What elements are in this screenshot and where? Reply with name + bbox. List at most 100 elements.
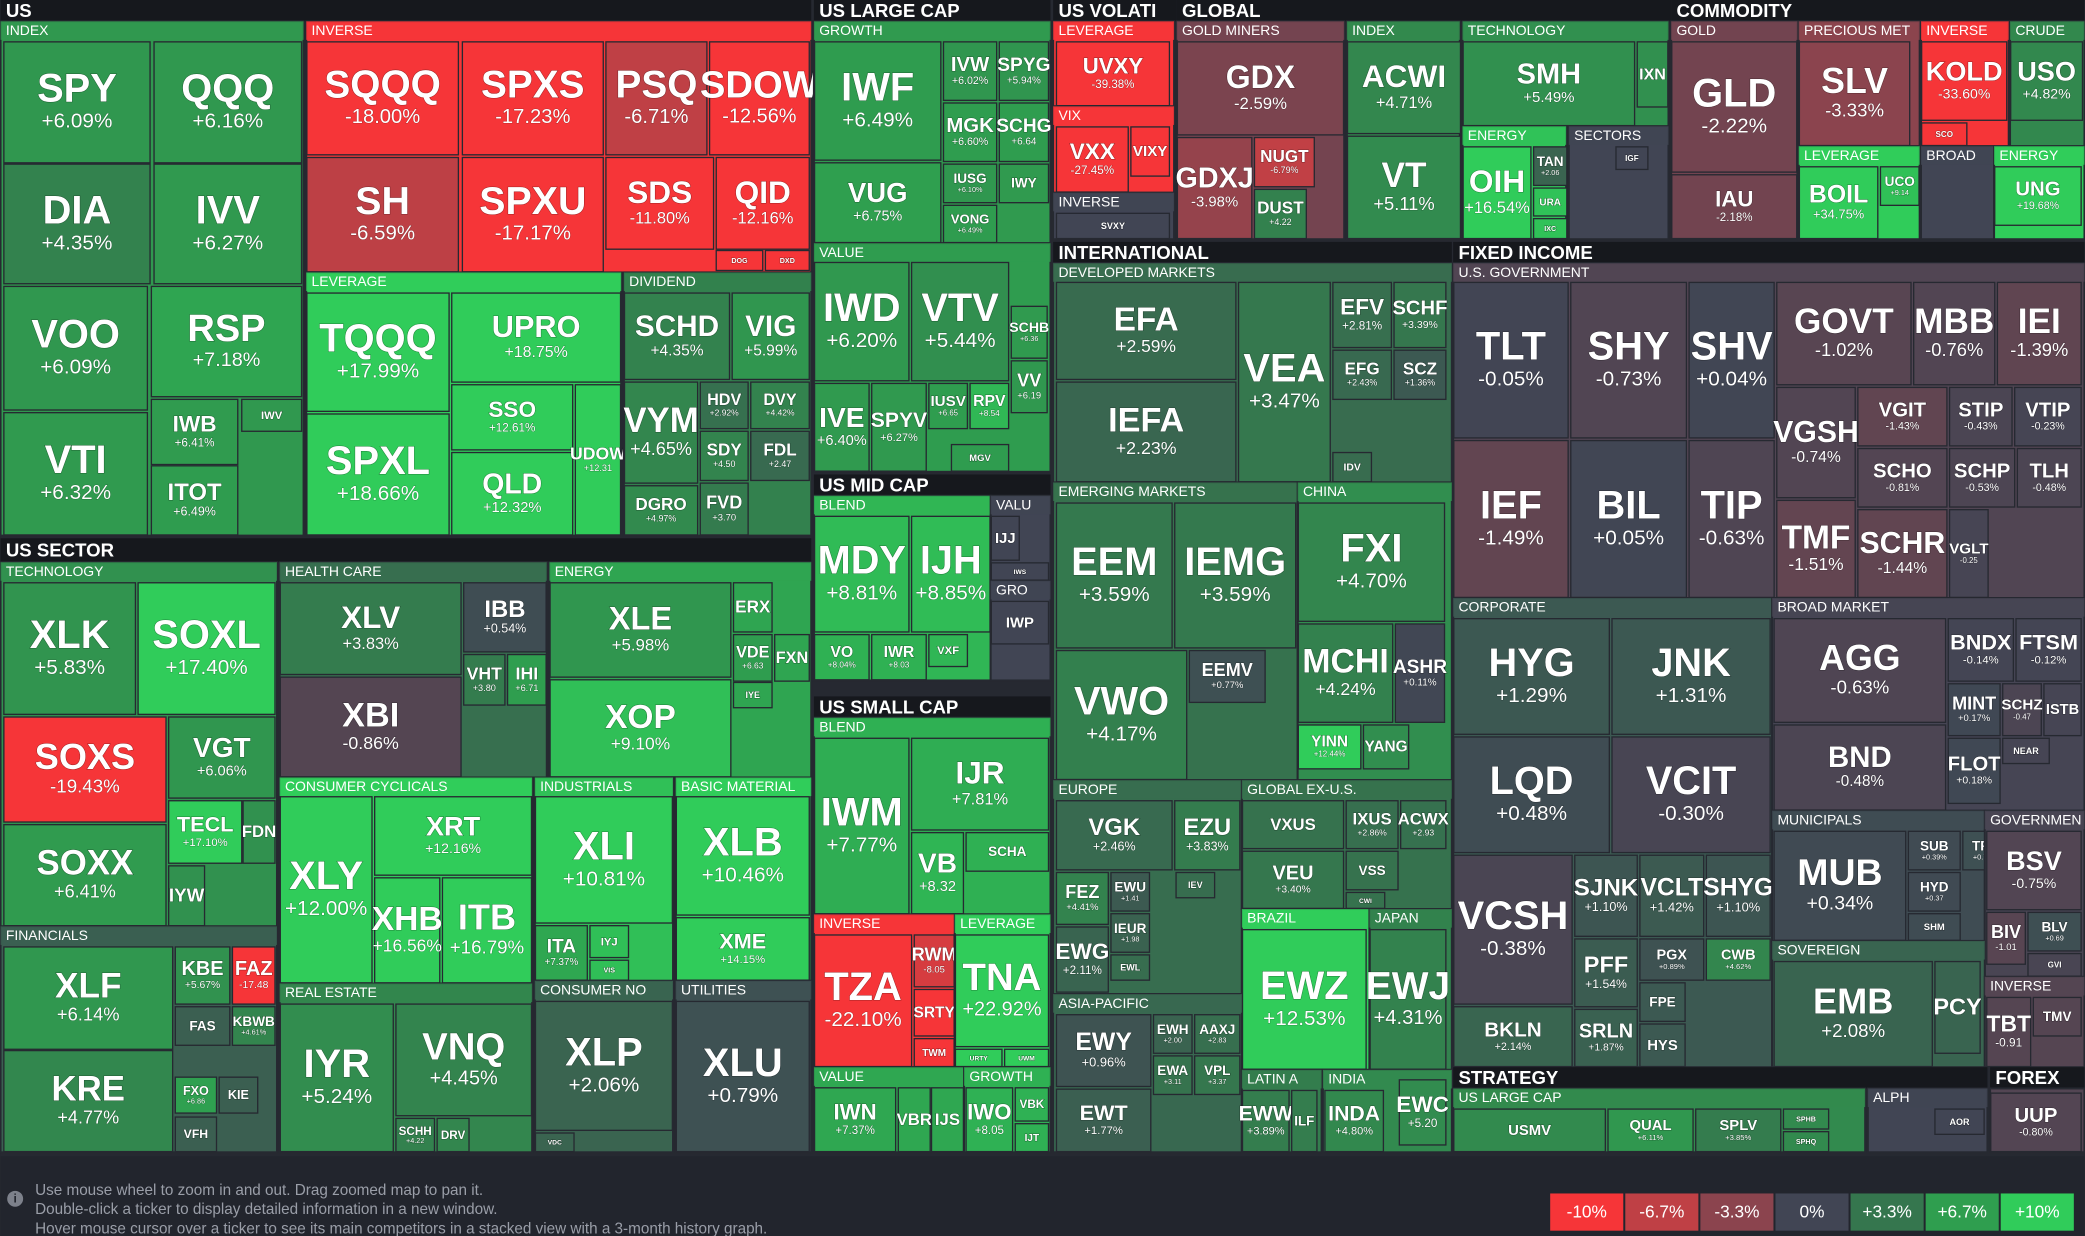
ticker-tile[interactable] [675,917,810,981]
ticker-tile[interactable] [1453,736,1610,854]
ticker-tile[interactable] [813,261,910,382]
ticker-tile[interactable] [174,1076,218,1114]
ticker-tile[interactable] [574,384,622,536]
ticker-tile[interactable] [1369,928,1447,1070]
ticker-tile[interactable] [1782,1108,1830,1130]
ticker-tile[interactable] [1948,509,1989,599]
ticker-tile[interactable] [1453,1006,1573,1068]
ticker-tile[interactable] [1570,281,1688,439]
ticker-tile[interactable] [2010,41,2084,121]
ticker-tile[interactable] [2016,447,2082,508]
ticker-tile[interactable] [1948,447,2016,508]
ticker-tile[interactable] [942,163,998,204]
ticker-tile[interactable] [1611,618,1771,735]
ticker-tile[interactable] [1776,499,1856,599]
ticker-tile[interactable] [965,831,1050,872]
ticker-tile[interactable] [813,737,910,915]
ticker-tile[interactable] [1241,928,1367,1070]
ticker-tile[interactable] [1907,871,1961,912]
ticker-tile[interactable] [699,381,749,430]
ticker-tile[interactable] [1773,830,1907,941]
ticker-tile[interactable] [451,451,574,536]
ticker-tile[interactable] [1346,41,1462,135]
ticker-tile[interactable] [1332,349,1393,401]
ticker-tile[interactable] [1773,724,1947,811]
ticker-tile[interactable] [910,261,1010,382]
ticker-tile[interactable] [2027,911,2082,952]
ticker-tile[interactable] [3,1049,174,1153]
ticker-tile[interactable] [1639,938,1705,981]
ticker-tile[interactable] [1776,386,1856,499]
ticker-tile[interactable] [1986,830,2082,911]
ticker-tile[interactable] [218,1076,259,1114]
ticker-tile[interactable] [506,653,547,706]
ticker-tile[interactable] [942,102,998,163]
ticker-tile[interactable] [534,1000,674,1132]
ticker-tile[interactable] [2002,737,2050,765]
ticker-tile[interactable] [623,485,699,536]
ticker-tile[interactable] [1671,174,1798,240]
ticker-tile[interactable] [549,679,732,778]
ticker-tile[interactable] [241,398,303,432]
ticker-tile[interactable] [1773,960,1933,1068]
ticker-tile[interactable] [1332,281,1393,349]
ticker-tile[interactable] [174,1116,218,1153]
ticker-tile[interactable] [1055,649,1188,781]
ticker-tile[interactable] [3,163,151,285]
ticker-tile[interactable] [675,796,810,916]
ticker-tile[interactable] [1611,736,1771,854]
ticker-tile[interactable] [732,582,773,633]
ticker-tile[interactable] [623,292,731,381]
ticker-tile[interactable] [153,163,303,285]
ticker-tile[interactable] [1947,618,2015,682]
ticker-tile[interactable] [150,465,239,536]
ticker-tile[interactable] [813,633,870,681]
ticker-tile[interactable] [1773,618,1947,723]
ticker-tile[interactable] [708,41,810,156]
ticker-tile[interactable] [990,600,1050,645]
ticker-tile[interactable] [1055,381,1237,483]
ticker-tile[interactable] [461,156,604,273]
ticker-tile[interactable] [1639,982,1686,1023]
ticker-tile[interactable] [1188,649,1266,704]
ticker-tile[interactable] [2014,386,2082,447]
ticker-tile[interactable] [1176,136,1253,240]
ticker-tile[interactable] [1055,871,1109,926]
ticker-tile[interactable] [461,41,604,156]
ticker-tile[interactable] [167,716,276,799]
ticker-tile[interactable] [174,946,231,1005]
ticker-tile[interactable] [1574,938,1638,1008]
ticker-tile[interactable] [1990,1092,2082,1153]
ticker-tile[interactable] [1152,1014,1193,1054]
ticker-tile[interactable] [605,156,715,250]
ticker-tile[interactable] [463,582,547,653]
ticker-tile[interactable] [1857,386,1948,447]
ticker-tile[interactable] [990,515,1020,561]
ticker-tile[interactable] [1695,1108,1782,1153]
ticker-tile[interactable] [3,716,167,823]
ticker-tile[interactable] [1241,800,1345,850]
ticker-tile[interactable] [1345,800,1399,850]
ticker-tile[interactable] [441,877,533,984]
ticker-tile[interactable] [1907,830,1961,871]
ticker-tile[interactable] [1055,1088,1152,1153]
ticker-tile[interactable] [373,877,441,984]
ticker-tile[interactable] [1920,41,2008,121]
ticker-tile[interactable] [1346,135,1462,240]
ticker-tile[interactable] [1055,41,1171,107]
ticker-tile[interactable] [764,249,810,272]
ticker-tile[interactable] [1055,926,1109,993]
ticker-tile[interactable] [715,156,810,250]
ticker-tile[interactable] [942,41,998,102]
ticker-tile[interactable] [1055,281,1237,381]
ticker-tile[interactable] [1174,800,1241,871]
ticker-tile[interactable] [1639,1023,1686,1068]
ticker-tile[interactable] [1394,623,1446,723]
ticker-tile[interactable] [1130,126,1171,177]
ticker-tile[interactable] [306,41,460,156]
ticker-tile[interactable] [1947,683,2001,737]
ticker-tile[interactable] [897,1087,931,1153]
ticker-tile[interactable] [306,413,450,536]
ticker-tile[interactable] [279,582,462,676]
ticker-tile[interactable] [463,653,506,706]
